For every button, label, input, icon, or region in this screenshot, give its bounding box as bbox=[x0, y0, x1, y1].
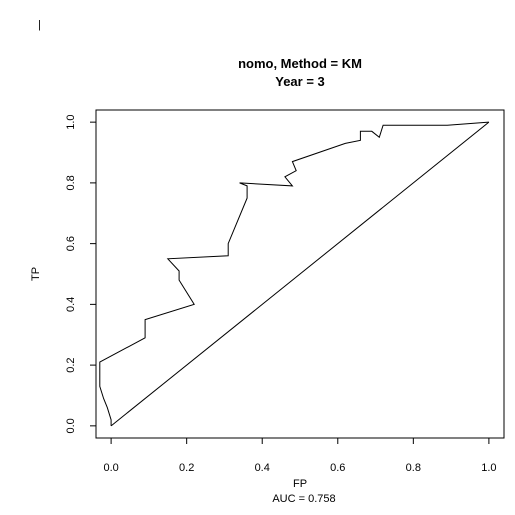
y-tick-label: 0.6 bbox=[65, 236, 77, 251]
x-axis-label: FP bbox=[293, 478, 307, 490]
x-tick-label: 1.0 bbox=[481, 462, 496, 474]
top-left-mark: | bbox=[38, 19, 41, 31]
x-axis: 0.0 0.2 0.4 0.6 0.8 1.0 bbox=[103, 438, 497, 474]
y-tick-label: 0.2 bbox=[65, 357, 77, 372]
roc-curve bbox=[99, 121, 489, 426]
chart-title-line1: nomo, Method = KM bbox=[238, 56, 362, 71]
x-tick-label: 0.4 bbox=[255, 462, 270, 474]
x-tick-label: 0.0 bbox=[103, 462, 118, 474]
x-tick-label: 0.6 bbox=[330, 462, 345, 474]
y-tick-label: 0.8 bbox=[65, 175, 77, 190]
reference-diagonal bbox=[110, 121, 490, 427]
y-tick-label: 0.4 bbox=[65, 297, 77, 312]
y-tick-label: 1.0 bbox=[65, 114, 77, 129]
y-axis-label: TP bbox=[30, 267, 42, 281]
plot-frame bbox=[95, 109, 505, 439]
chart-title-line2: Year = 3 bbox=[275, 74, 325, 89]
y-tick-label: 0.0 bbox=[65, 418, 77, 433]
x-tick-label: 0.8 bbox=[406, 462, 421, 474]
y-axis: 0.0 0.2 0.4 0.6 0.8 1.0 bbox=[65, 114, 96, 434]
x-tick-label: 0.2 bbox=[179, 462, 194, 474]
auc-label: AUC = 0.758 bbox=[272, 493, 335, 505]
